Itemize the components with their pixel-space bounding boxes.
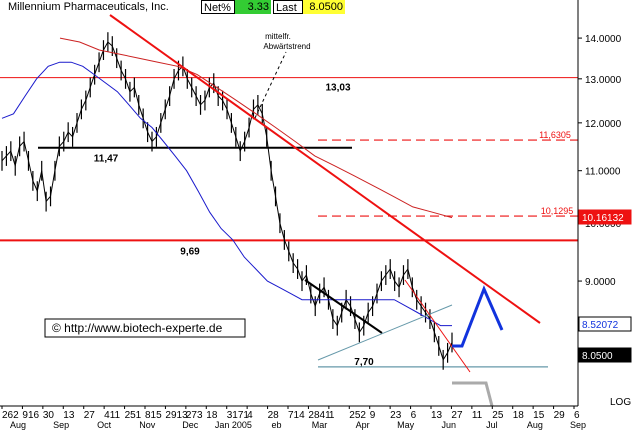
level-layer: 13,03 11,47 9,69 7,70 11,6305 10,1295 <box>0 77 578 368</box>
channel-line <box>304 279 383 334</box>
price-tag-label: 8.0500 <box>582 351 613 362</box>
price-line <box>1 41 453 361</box>
x-tick-label: 6 <box>411 410 417 421</box>
net-value: 3.33 <box>235 0 271 14</box>
x-tick-label: 18 <box>513 410 525 421</box>
security-name: Millennium Pharmaceuticals, Inc. <box>8 0 198 14</box>
x-tick-label: 815 <box>145 410 162 421</box>
scale-label: LOG <box>610 397 631 408</box>
last-value: 8.0500 <box>303 0 345 14</box>
net-label: Net% <box>201 0 235 14</box>
y-tick-label: 11.0000 <box>585 167 621 178</box>
x-month-label: Apr <box>356 420 370 430</box>
level-label: 7,70 <box>354 357 374 368</box>
annotation-line-1: mittelfr. <box>265 32 291 41</box>
y-tick-label: 10.0000 <box>585 219 622 230</box>
last-label: Last <box>273 0 303 14</box>
y-tick-label: 12.0000 <box>585 119 622 130</box>
x-month-label: Mar <box>312 420 328 430</box>
x-tick-label: 11 <box>472 410 483 421</box>
moving-average-fast <box>1 61 452 327</box>
level-label: 13,03 <box>325 83 350 94</box>
x-month-label: Aug <box>527 420 543 430</box>
x-tick-label: 18 <box>206 410 218 421</box>
x-tick-label: 25 <box>492 410 504 421</box>
x-month-label: Nov <box>139 420 156 430</box>
x-month-label: Oct <box>97 420 112 430</box>
x-month-label: Dec <box>182 420 199 430</box>
x-month-label: Jun <box>442 420 457 430</box>
x-tick-label: 15 <box>533 410 545 421</box>
x-tick-label: 27 <box>84 410 96 421</box>
x-tick-label: 262 <box>2 410 19 421</box>
x-tick-label: 1 <box>329 410 335 421</box>
x-tick-label: 411 <box>104 410 120 421</box>
level-label: 10,1295 <box>541 206 574 216</box>
price-tag <box>578 209 632 225</box>
x-tick-label: 251 <box>125 410 142 421</box>
x-month-label: May <box>397 420 415 430</box>
y-tick-label: 13.0000 <box>585 75 622 86</box>
x-tick-label: 13 <box>63 410 75 421</box>
x-tick-label: 13 <box>431 410 443 421</box>
forecast-path <box>452 285 504 348</box>
x-month-label: Sep <box>570 420 586 430</box>
moving-average-slow <box>59 37 453 219</box>
x-tick-label: 4 <box>247 410 253 421</box>
x-tick-label: 6 <box>574 410 580 421</box>
x-tick-label: 2841 <box>308 410 331 421</box>
forecast-down-path <box>452 381 494 407</box>
local-trend-line <box>404 279 471 373</box>
x-tick-label: 3171 <box>227 410 250 421</box>
annotation-leader <box>254 51 287 119</box>
x-tick-label: 9 <box>370 410 376 421</box>
x-tick-label: 30 <box>43 410 55 421</box>
x-tick-label: 714 <box>288 410 305 421</box>
y-tick-label: 14.0000 <box>585 34 622 45</box>
level-label: 11,6305 <box>539 130 571 140</box>
x-tick-label: 27 <box>451 410 463 421</box>
price-tag <box>578 347 632 363</box>
level-label: 9,69 <box>180 246 200 257</box>
x-month-label: eb <box>271 420 281 430</box>
x-tick-label: 23 <box>390 410 402 421</box>
series-layer <box>1 32 453 370</box>
x-tick-label: 29 <box>554 410 566 421</box>
price-tag-label: 10.16132 <box>582 213 624 224</box>
downtrend-line <box>109 14 541 324</box>
x-tick-label: 916 <box>22 410 39 421</box>
price-tag-label: 8.52072 <box>582 320 619 331</box>
x-tick-label: 28 <box>268 410 280 421</box>
price-tag <box>578 316 632 332</box>
x-tick-label: 2913 <box>165 410 188 421</box>
drawing-layer <box>109 14 541 407</box>
x-month-label: Sep <box>53 420 69 430</box>
x-month-label: Jul <box>486 420 498 430</box>
watermark: © http://www.biotech-experte.de <box>52 321 223 335</box>
x-month-label: Aug <box>10 420 26 430</box>
y-tick-label: 9.0000 <box>585 277 616 288</box>
watermark-box <box>44 318 246 338</box>
x-month-label: Jan 2005 <box>215 420 252 430</box>
level-label: 11,47 <box>94 154 119 165</box>
annotation-line-2: Abwärtstrend <box>263 42 310 51</box>
x-tick-label: 273 <box>186 410 203 421</box>
x-tick-label: 252 <box>349 410 366 421</box>
